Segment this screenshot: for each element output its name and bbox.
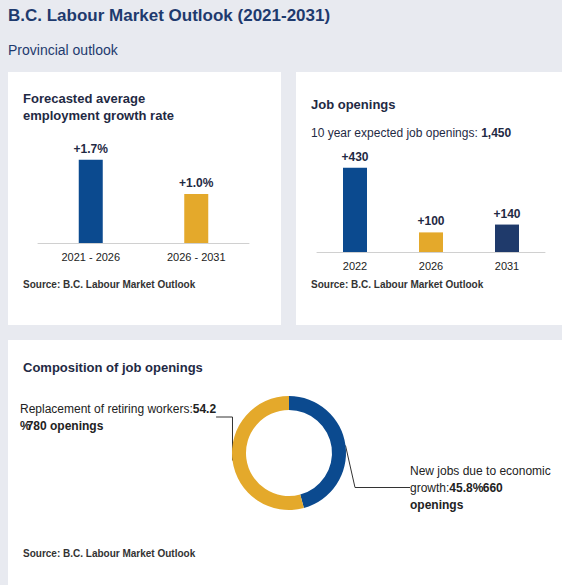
svg-text:780 openings: 780 openings <box>27 419 104 433</box>
svg-text:+1.7%: +1.7% <box>74 142 109 156</box>
svg-text:+430: +430 <box>341 150 368 164</box>
svg-text:2031: 2031 <box>495 260 519 272</box>
html-text:B.C. Labour Market Outlook (20: B.C. Labour Market Outlook (2021-2031) <box>8 6 331 25</box>
svg-text:openings: openings <box>410 498 464 512</box>
svg-text:+100: +100 <box>417 214 444 228</box>
svg-text:54.2: 54.2 <box>193 402 217 416</box>
svg-text:+140: +140 <box>493 207 520 221</box>
svg-text:45.8%: 45.8% <box>449 481 483 495</box>
svg-text:2022: 2022 <box>343 260 367 272</box>
html-text:Source: B.C. Labour Market Out: Source: B.C. Labour Market Outlook <box>23 548 196 559</box>
svg-text:2021 - 2026: 2021 - 2026 <box>61 251 120 263</box>
svg-text:2026 - 2031: 2026 - 2031 <box>167 251 226 263</box>
html-text:Composition of job openings: Composition of job openings <box>23 360 203 375</box>
html-text:Job openings: Job openings <box>311 97 396 112</box>
html-text:10 year expected job openings:: 10 year expected job openings: 1,450 <box>311 126 512 140</box>
svg-text:growth:: growth: <box>410 481 449 495</box>
html-text:Source: B.C. Labour Market Out: Source: B.C. Labour Market Outlook <box>23 279 196 290</box>
svg-text:2026: 2026 <box>419 260 443 272</box>
svg-text:+1.0%: +1.0% <box>179 176 214 190</box>
svg-text:Replacement of retiring worker: Replacement of retiring workers: <box>20 402 193 416</box>
html-text:Forecasted average employment: Forecasted average employment growth rat… <box>23 91 174 123</box>
svg-text:660: 660 <box>483 481 506 495</box>
html-text:Provincial outlook: Provincial outlook <box>8 42 118 58</box>
html-text:Source: B.C. Labour Market Out: Source: B.C. Labour Market Outlook <box>311 279 484 290</box>
svg-text:New jobs due to economic: New jobs due to economic <box>410 464 554 478</box>
